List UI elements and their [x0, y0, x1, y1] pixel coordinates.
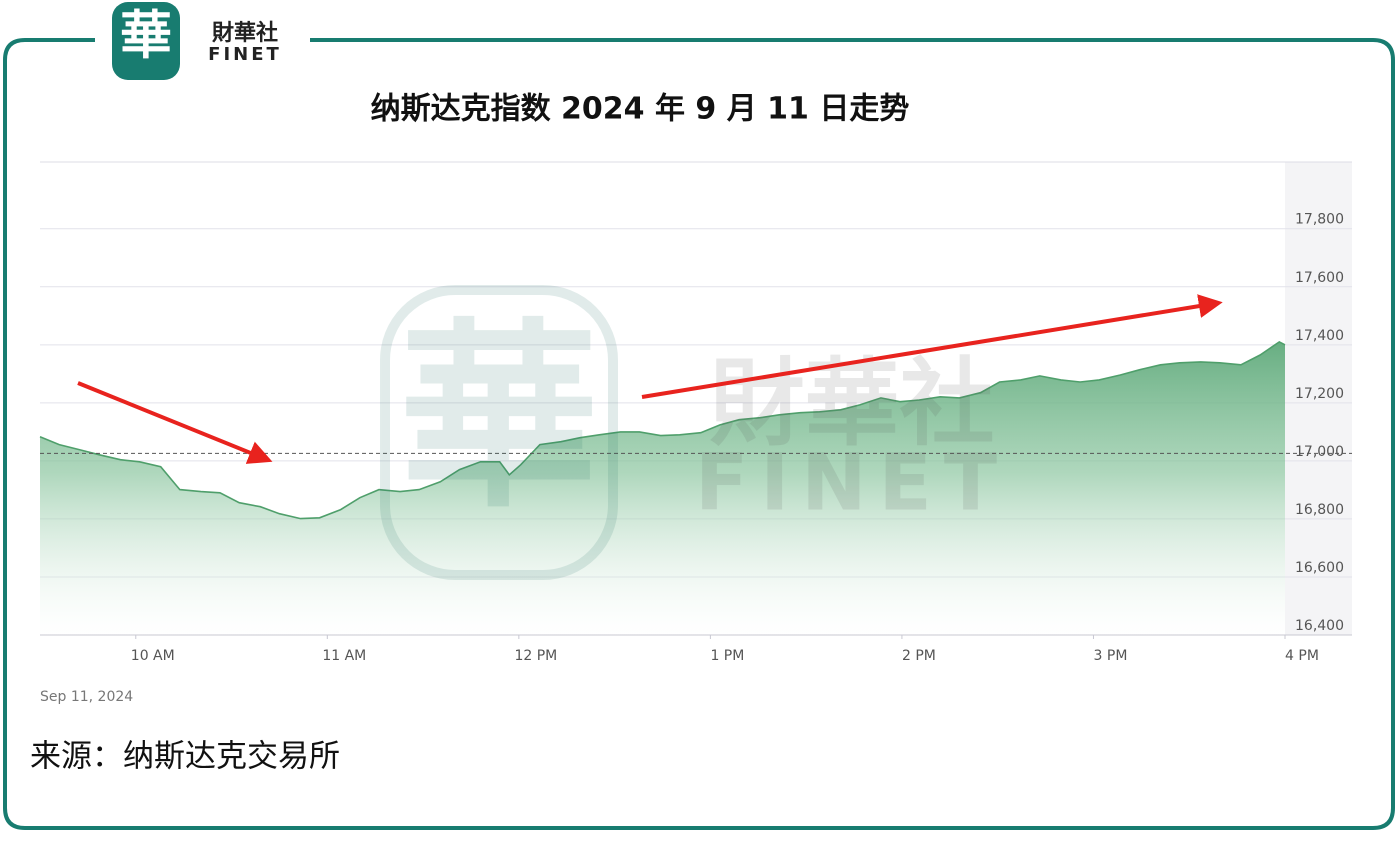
arrow-down [77, 381, 273, 464]
y-tick-label: 17,800 [1295, 212, 1344, 228]
y-tick-label: 16,600 [1295, 560, 1344, 576]
y-tick-label: 16,400 [1295, 618, 1344, 634]
x-tick-label: 1 PM [710, 648, 744, 664]
watermark-name: 財華社 [709, 349, 994, 459]
source: 来源：纳斯达克交易所 [30, 739, 340, 775]
x-tick-label: 11 AM [322, 648, 366, 664]
y-tick-label: 17,400 [1295, 328, 1344, 344]
axis-band [1285, 162, 1352, 635]
x-tick-label: 3 PM [1094, 648, 1128, 664]
frame [3, 38, 1395, 830]
arrow-up [641, 294, 1223, 399]
logo-mark: 華 [120, 6, 172, 67]
area [40, 341, 1285, 635]
x-tick-label: 10 AM [131, 648, 175, 664]
y-tick-label: 16,800 [1295, 502, 1344, 518]
line [39, 340, 1286, 520]
x-tick-label: 12 PM [514, 648, 557, 664]
watermark-latin: FINET [695, 438, 1009, 528]
logo-badge [112, 2, 180, 80]
y-tick-label: 17,200 [1295, 386, 1344, 402]
logo-latin: FINET [208, 44, 282, 65]
logo-name: 財華社 [212, 20, 278, 46]
x-tick-label: 4 PM [1285, 648, 1319, 664]
watermark-badge [380, 285, 618, 580]
y-tick-label: 17,000 [1295, 444, 1344, 460]
x-tick-label: 2 PM [902, 648, 936, 664]
y-tick-label: 17,600 [1295, 270, 1344, 286]
watermark-mark: 華 [399, 300, 599, 535]
date-label: Sep 11, 2024 [40, 689, 133, 705]
chart-title: 纳斯达克指数 2024 年 9 月 11 日走势 [371, 92, 910, 127]
watermark: 華 財華社 FINET [380, 285, 1009, 580]
